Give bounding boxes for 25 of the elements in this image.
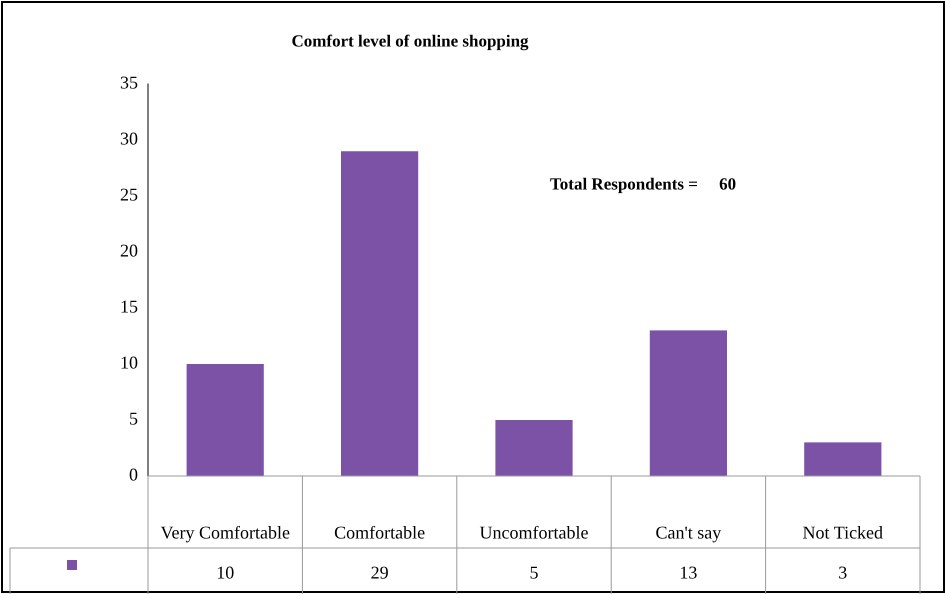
y-tick-label: 15 [120,296,138,317]
y-tick-label: 10 [120,352,138,373]
data-label: 3 [838,562,848,583]
data-label: 5 [530,562,538,583]
annotation: Total Respondents = 60 [550,174,736,194]
y-tick-label: 30 [120,128,138,149]
data-label: 10 [216,562,234,583]
bar [341,151,418,476]
bar [650,330,727,476]
y-tick-label: 35 [120,72,138,93]
x-tick-label: Very Comfortable [160,522,290,543]
y-tick-label: 5 [129,408,138,429]
y-tick-label: 20 [120,240,138,261]
data-label: 29 [370,562,389,583]
x-tick-label: Not Ticked [802,522,884,543]
y-tick-label: 25 [120,184,138,205]
chart-title: Comfort level of online shopping [291,31,530,50]
bar [495,420,573,476]
bar [186,364,264,476]
x-tick-label: Comfortable [334,522,426,543]
x-tick-label: Uncomfortable [480,522,588,543]
data-label: 13 [679,562,698,583]
y-tick-label: 0 [129,464,138,485]
bar [804,442,882,476]
x-tick-label: Can't say [656,522,722,543]
